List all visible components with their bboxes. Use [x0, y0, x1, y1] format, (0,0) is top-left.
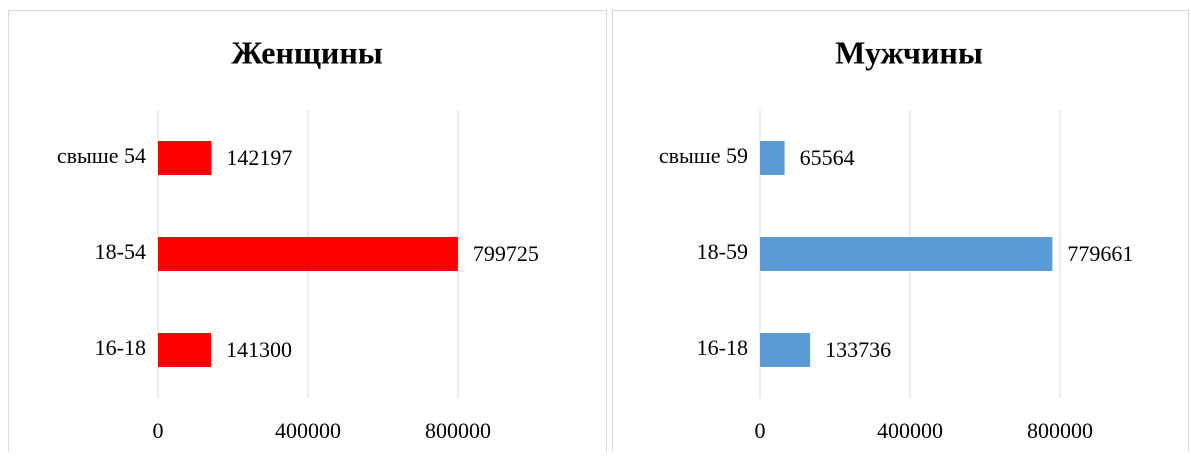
y-tick-label: свыше 59 — [659, 143, 748, 168]
chart-title: Мужчины — [835, 34, 983, 70]
x-tick-label: 0 — [153, 418, 164, 443]
panel — [612, 10, 1189, 457]
data-label: 141300 — [226, 337, 292, 362]
x-tick-label: 800000 — [1027, 418, 1093, 443]
data-label: 133736 — [825, 337, 891, 362]
bar — [760, 333, 811, 367]
bar — [158, 237, 458, 271]
x-tick-label: 0 — [755, 418, 766, 443]
x-tick-label: 400000 — [877, 418, 943, 443]
x-tick-label: 800000 — [425, 418, 491, 443]
bar — [760, 141, 785, 175]
bar — [158, 333, 211, 367]
data-label: 799725 — [473, 241, 539, 266]
bar — [760, 237, 1053, 271]
panel — [8, 10, 607, 457]
chart-title: Женщины — [231, 34, 383, 70]
x-tick-label: 400000 — [275, 418, 341, 443]
y-tick-label: 18-59 — [697, 239, 748, 264]
bar — [158, 141, 212, 175]
data-label: 65564 — [800, 145, 855, 170]
data-label: 779661 — [1067, 241, 1133, 266]
data-label: 142197 — [226, 145, 292, 170]
y-tick-label: свыше 54 — [57, 143, 146, 168]
y-tick-label: 16-18 — [95, 335, 146, 360]
y-tick-label: 16-18 — [697, 335, 748, 360]
y-tick-label: 18-54 — [95, 239, 146, 264]
